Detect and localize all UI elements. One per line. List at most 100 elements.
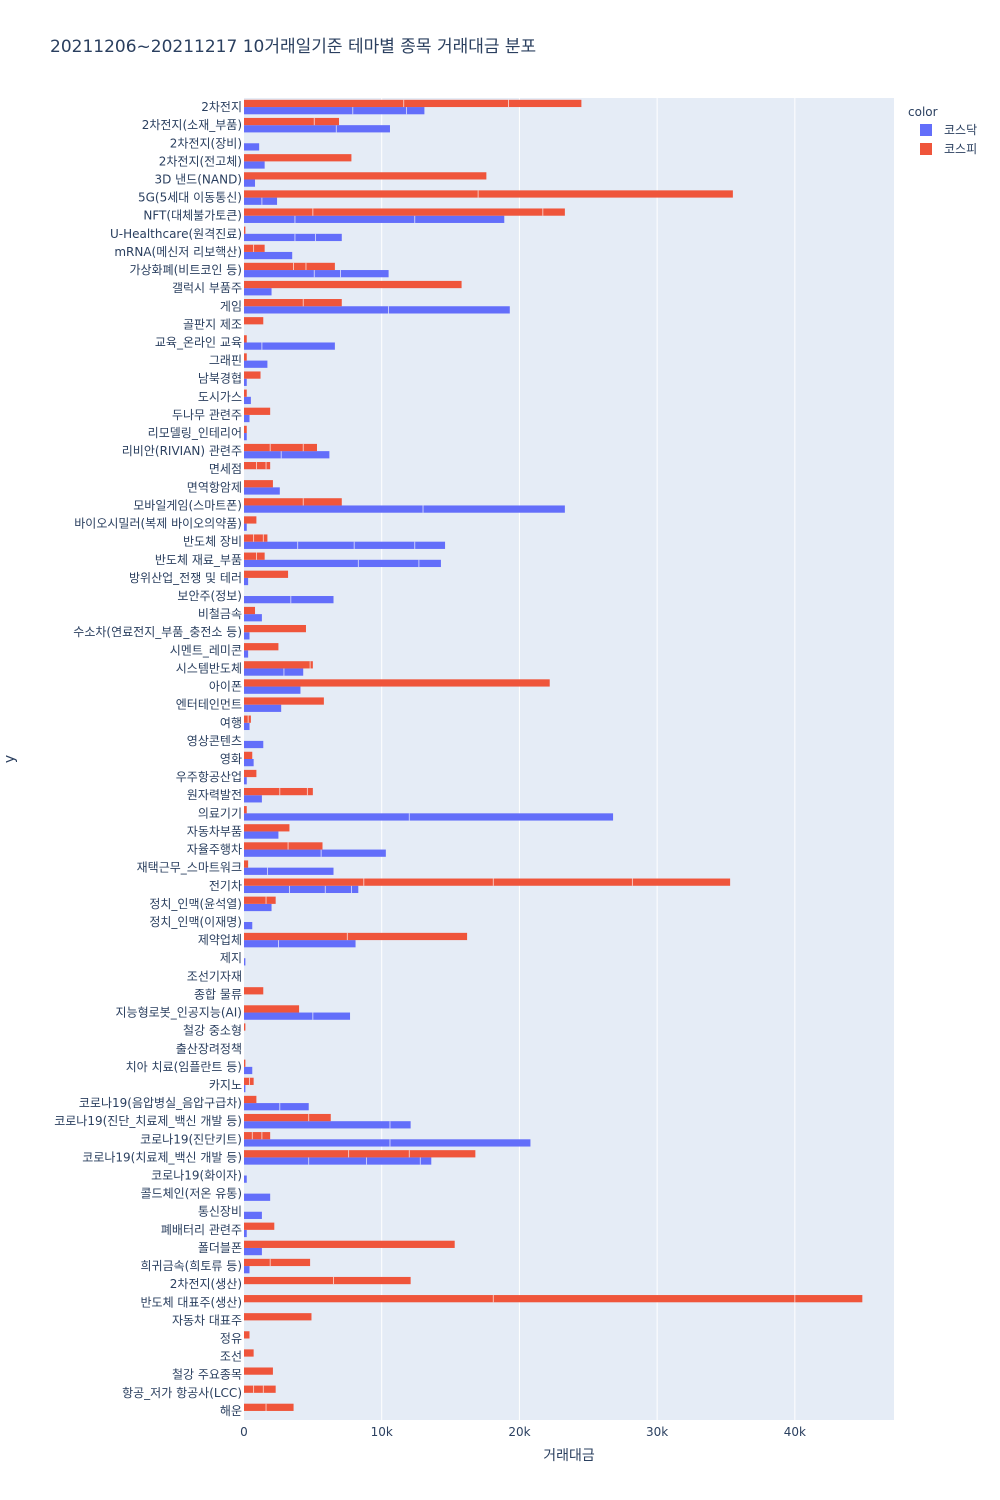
y-axis-ticks: 해운 항공_저가 항공사(LCC) 철강 주요종목 조선 정유 자동차 대표주 반도체 대표… bbox=[54, 100, 242, 1418]
y-tick-label: 2차전지 bbox=[201, 100, 242, 114]
bar-kospi bbox=[244, 462, 271, 470]
y-tick-label: 도시가스 bbox=[198, 390, 242, 404]
bar-kospi bbox=[244, 534, 268, 542]
legend-label-kospi: 코스피 bbox=[944, 142, 977, 156]
bar-kosdaq bbox=[244, 577, 249, 586]
bar-kospi bbox=[244, 1258, 311, 1267]
y-tick-label: 두나무 관련주 bbox=[172, 408, 242, 422]
bar-kospi bbox=[244, 280, 462, 289]
bar-kosdaq bbox=[244, 668, 304, 676]
bar-kospi bbox=[244, 751, 253, 759]
y-tick-label: 카지노 bbox=[209, 1078, 242, 1092]
bar-kosdaq bbox=[244, 740, 264, 749]
bar-kospi bbox=[244, 1367, 273, 1375]
bar-kosdaq bbox=[244, 777, 247, 785]
bar-kosdaq bbox=[244, 1012, 351, 1020]
bar-kosdaq bbox=[244, 813, 614, 821]
bar-kosdaq bbox=[244, 215, 505, 223]
bar-kosdaq bbox=[244, 958, 246, 966]
y-tick-label: 수소차(연료전지_부품_충전소 등) bbox=[73, 625, 242, 639]
bar-kosdaq bbox=[244, 414, 250, 423]
y-tick-label: 정유 bbox=[220, 1332, 242, 1346]
y-axis-title: y bbox=[2, 755, 18, 763]
bar-kosdaq bbox=[244, 1084, 246, 1093]
bar-kospi bbox=[244, 1349, 254, 1357]
bar-kospi bbox=[244, 1005, 300, 1013]
y-tick-label: 정치_인맥(이재명) bbox=[149, 915, 242, 929]
y-tick-label: 조선 bbox=[220, 1350, 242, 1364]
bar-kosdaq bbox=[244, 161, 265, 169]
legend-swatch-kosdaq bbox=[920, 124, 932, 136]
bar-kosdaq bbox=[244, 270, 389, 278]
bar-kospi bbox=[244, 878, 731, 886]
bar-kosdaq bbox=[244, 867, 334, 875]
bar-kospi bbox=[244, 1313, 312, 1321]
y-tick-label: 조선기자재 bbox=[187, 969, 242, 983]
bar-kospi bbox=[244, 407, 271, 415]
bar-kosdaq bbox=[244, 233, 342, 242]
bars bbox=[244, 99, 863, 1411]
bar-kospi bbox=[244, 1295, 863, 1303]
y-tick-label: 리모델링_인테리어 bbox=[148, 426, 242, 440]
y-tick-label: 정치_인맥(윤석열) bbox=[149, 897, 242, 911]
y-tick-label: 게임 bbox=[220, 299, 242, 313]
bar-kosdaq bbox=[244, 451, 330, 459]
bar-kospi bbox=[244, 1023, 246, 1031]
bar-kosdaq bbox=[244, 1266, 250, 1274]
plot-area bbox=[244, 98, 894, 1420]
bar-kospi bbox=[244, 1132, 271, 1140]
bar-kosdaq bbox=[244, 1121, 411, 1129]
y-tick-label: 가상화폐(비트코인 등) bbox=[129, 263, 242, 277]
bar-kosdaq bbox=[244, 1157, 432, 1165]
legend-title: color bbox=[908, 105, 938, 119]
bar-kospi bbox=[244, 932, 468, 941]
x-tick-label: 10k bbox=[371, 1425, 393, 1439]
bar-kosdaq bbox=[244, 614, 262, 622]
bar-kospi bbox=[244, 1276, 411, 1285]
y-tick-label: 통신장비 bbox=[198, 1205, 242, 1219]
bar-kospi bbox=[244, 335, 247, 343]
bar-kospi bbox=[244, 1331, 250, 1339]
y-tick-label: 제약업체 bbox=[198, 932, 242, 947]
bar-kosdaq bbox=[244, 107, 425, 115]
bar-kosdaq bbox=[244, 396, 251, 405]
bar-kosdaq bbox=[244, 1139, 531, 1147]
y-tick-label: 반도체 재료_부품 bbox=[155, 553, 242, 567]
bar-kospi bbox=[244, 606, 256, 615]
bar-kospi bbox=[244, 715, 251, 723]
y-tick-label: 철강 주요종목 bbox=[172, 1368, 242, 1382]
bar-kospi bbox=[244, 299, 342, 307]
y-tick-label: 반도체 대표주(생산) bbox=[141, 1295, 243, 1309]
bar-kosdaq bbox=[244, 342, 335, 350]
y-tick-label: 면세점 bbox=[209, 462, 242, 476]
y-tick-label: 비철금속 bbox=[198, 607, 242, 621]
bar-kosdaq bbox=[244, 795, 262, 803]
gridlines bbox=[381, 98, 796, 1420]
y-tick-label: 지능형로봇_인공지능(AI) bbox=[116, 1006, 242, 1020]
bar-kospi bbox=[244, 208, 565, 216]
bar-kospi bbox=[244, 1222, 275, 1230]
y-tick-label: 코로나19(진단_치료제_백신 개발 등) bbox=[54, 1114, 242, 1128]
y-tick-label: 리비안(RIVIAN) 관련주 bbox=[122, 444, 242, 458]
bar-kosdaq bbox=[244, 378, 247, 386]
y-tick-label: 3D 낸드(NAND) bbox=[154, 172, 242, 186]
bar-kospi bbox=[244, 1077, 254, 1085]
bar-kospi bbox=[244, 769, 257, 778]
y-tick-label: 그래핀 bbox=[209, 354, 242, 368]
bar-kospi bbox=[244, 516, 257, 524]
bar-kosdaq bbox=[244, 306, 510, 314]
y-tick-label: 반도체 장비 bbox=[183, 535, 242, 549]
y-tick-label: 아이폰 bbox=[209, 680, 242, 694]
bar-kospi bbox=[244, 262, 335, 271]
bar-kospi bbox=[244, 244, 265, 252]
y-tick-label: 여행 bbox=[220, 715, 242, 730]
bar-kospi bbox=[244, 1095, 257, 1104]
bar-kosdaq bbox=[244, 759, 254, 767]
bar-kospi bbox=[244, 697, 324, 705]
y-tick-label: 갤럭시 부품주 bbox=[172, 281, 242, 295]
bar-kosdaq bbox=[244, 559, 441, 568]
bar-kospi bbox=[244, 896, 276, 904]
y-tick-label: 시스템반도체 bbox=[176, 661, 242, 675]
